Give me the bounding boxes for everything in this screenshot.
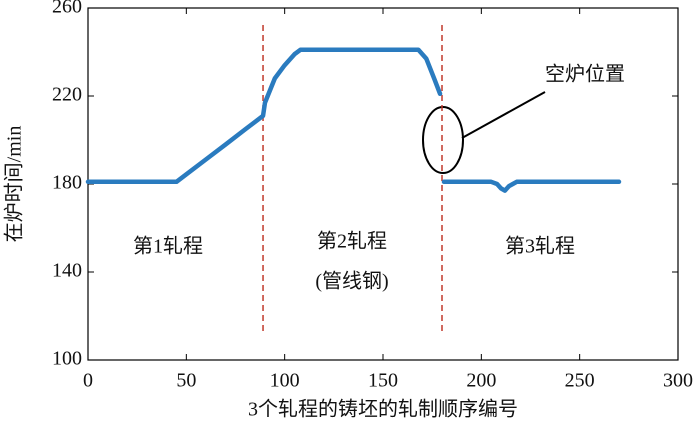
annotation: 第3轧程 bbox=[505, 235, 575, 258]
x-tick-label: 300 bbox=[663, 370, 693, 392]
y-tick-label: 220 bbox=[52, 84, 82, 106]
annotation: (管线钢) bbox=[315, 270, 388, 293]
y-axis-label: 在炉时间/min bbox=[3, 126, 26, 243]
annotation: 第2轧程 bbox=[317, 230, 387, 253]
annotation-ellipse bbox=[422, 106, 464, 174]
x-axis-label: 3个轧程的铸坯的轧制顺序编号 bbox=[248, 398, 518, 421]
y-tick-label: 180 bbox=[52, 172, 82, 194]
annotation-arrow bbox=[461, 91, 546, 139]
x-tick-label: 250 bbox=[565, 370, 595, 392]
x-tick-label: 200 bbox=[466, 370, 496, 392]
y-tick-label: 260 bbox=[52, 0, 82, 18]
x-tick-label: 0 bbox=[83, 370, 93, 392]
annotation: 第1轧程 bbox=[133, 235, 203, 258]
data-line bbox=[85, 47, 622, 193]
annotation: 空炉位置 bbox=[545, 63, 625, 86]
x-tick-label: 100 bbox=[270, 370, 300, 392]
y-tick-label: 100 bbox=[52, 348, 82, 370]
x-tick-label: 50 bbox=[176, 370, 196, 392]
x-tick-label: 150 bbox=[368, 370, 398, 392]
y-tick-label: 140 bbox=[52, 260, 82, 282]
